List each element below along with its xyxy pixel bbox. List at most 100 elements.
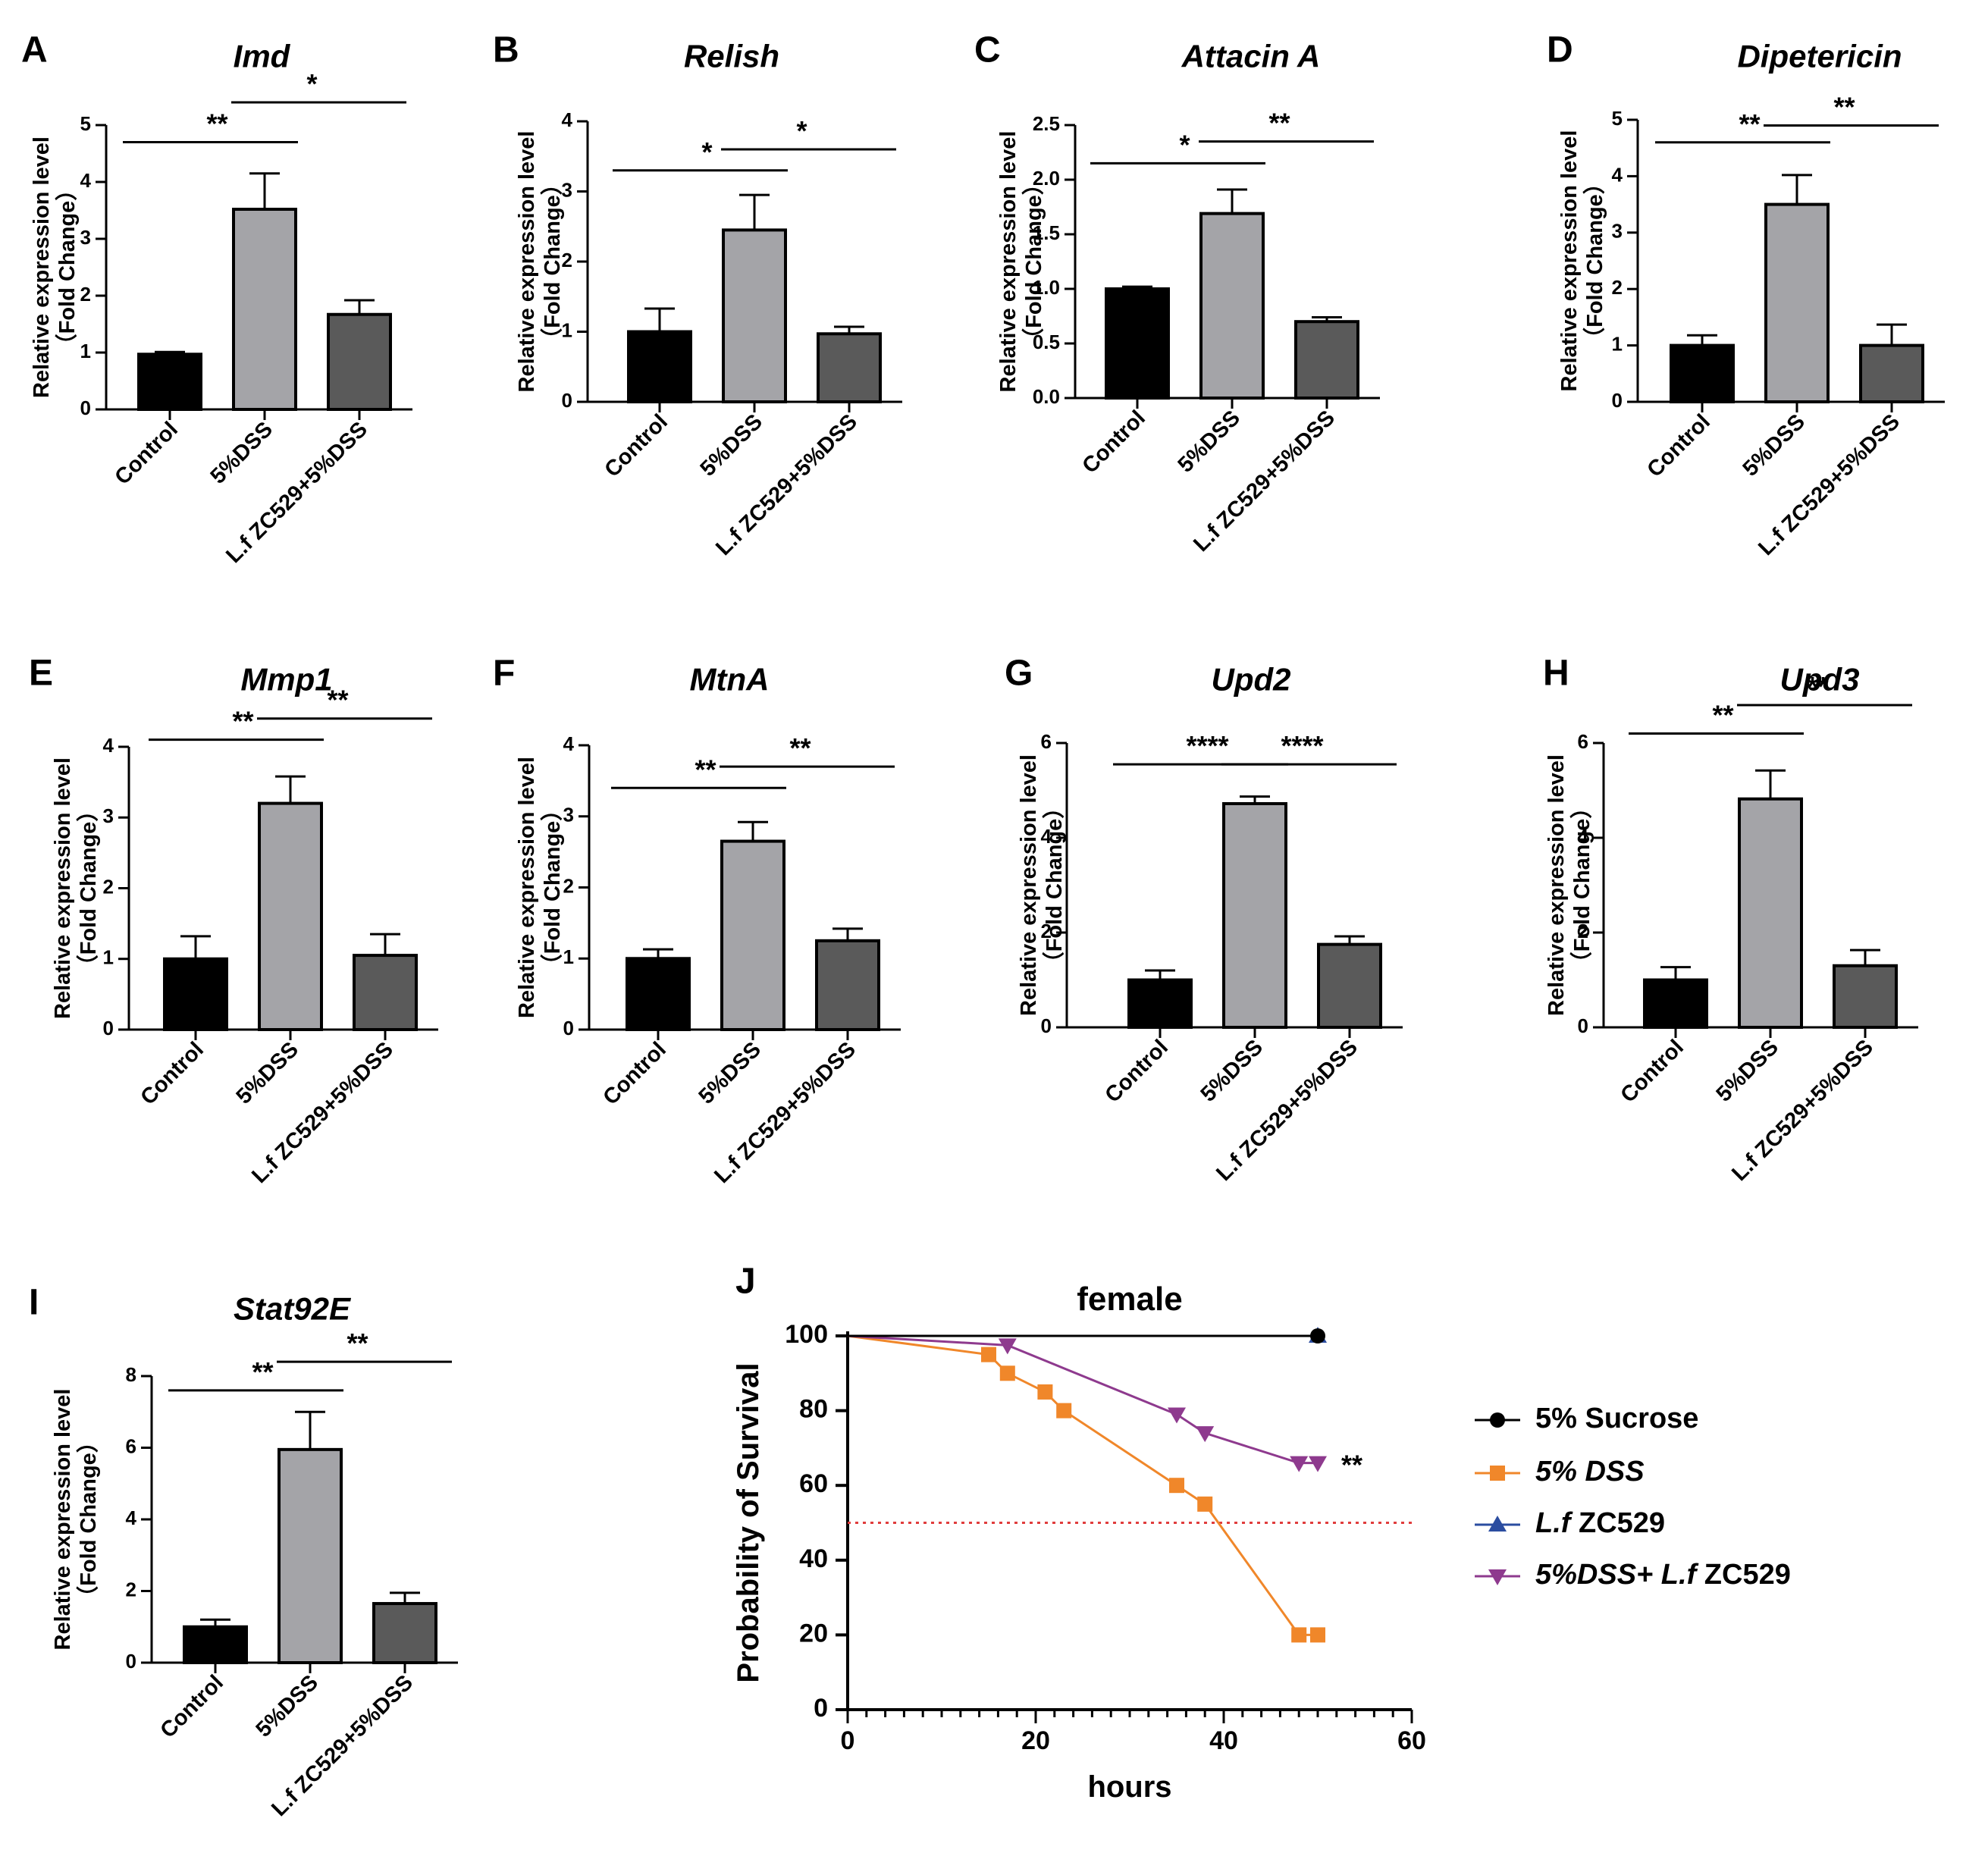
bar-control <box>627 330 692 403</box>
legend-label-italic: 5%DSS+ L.f <box>1535 1559 1699 1591</box>
panel-letter: H <box>1543 654 1569 694</box>
y-tick-label: 2.5 <box>1033 112 1060 135</box>
significance-label: ** <box>695 754 716 785</box>
y-axis-label: Relative expression level <box>996 131 1021 393</box>
y-tick-label: 8 <box>126 1363 136 1386</box>
legend-label-plain: 5% Sucrose <box>1535 1403 1698 1434</box>
series-point-lf_dss_line <box>1196 1426 1215 1443</box>
y-axis-label-units: （Fold Change） <box>55 179 80 356</box>
y-axis-label: Probability of Survival <box>732 1362 765 1682</box>
bar-lf-dss <box>372 1602 437 1665</box>
y-tick-label: 2 <box>80 283 91 306</box>
category-label-dss: 5%DSS <box>206 417 278 488</box>
y-tick-label: 0 <box>563 1017 574 1039</box>
category-label-dss: 5%DSS <box>1739 409 1810 481</box>
y-tick-label: 4 <box>562 108 573 131</box>
chart-title: Upd2 <box>1212 661 1291 697</box>
panel-c: C Attacin A Relative expression level （Fold… <box>974 30 1380 556</box>
y-axis-label: Relative expression level <box>1544 754 1569 1016</box>
bar-control <box>163 957 228 1031</box>
category-label-control: Control <box>155 1670 228 1743</box>
y-tick-label: 4 <box>563 732 575 755</box>
series-point-dss_line <box>981 1347 996 1362</box>
significance-label: * <box>306 68 317 99</box>
y-tick-label: 1 <box>563 945 574 968</box>
panel-letter: I <box>29 1283 39 1323</box>
significance-label: **** <box>1281 730 1323 761</box>
y-axis-label: Relative expression level <box>515 131 539 393</box>
significance-label: ** <box>1739 108 1760 140</box>
significance-label: * <box>701 136 712 168</box>
y-tick-label: 6 <box>126 1434 136 1457</box>
y-tick-label: 2 <box>1041 920 1052 942</box>
category-label-control: Control <box>110 417 183 490</box>
y-axis-label-units: （Fold Change） <box>1569 797 1594 974</box>
y-tick-label: 1 <box>562 318 572 341</box>
y-axis-label: Relative expression level <box>515 757 539 1018</box>
y-tick-label: 3 <box>80 226 91 249</box>
bar-dss <box>722 228 787 403</box>
panel-letter: B <box>493 30 519 71</box>
chart-title: Upd3 <box>1780 661 1860 697</box>
legend-label-lf_dss_line: 5%DSS+ L.f ZC529 <box>1535 1559 1791 1591</box>
y-tick-label: 1.0 <box>1033 276 1060 299</box>
y-tick-label: 1 <box>103 946 114 969</box>
significance-label: ** <box>1833 91 1855 122</box>
bar-control <box>1670 343 1735 404</box>
y-tick-label: 2.0 <box>1033 167 1060 190</box>
y-axis-label: Relative expression level <box>51 757 75 1019</box>
bar-lf-dss <box>1833 964 1898 1029</box>
significance-label: ** <box>206 108 227 140</box>
bar-dss <box>258 801 323 1031</box>
bar-lf-dss <box>1317 942 1382 1029</box>
y-tick-label: 4 <box>126 1506 137 1529</box>
legend-label-dss_line: 5% DSS <box>1535 1456 1645 1488</box>
series-point-lf_dss_line <box>1309 1456 1327 1472</box>
category-label-dss: 5%DSS <box>252 1670 323 1742</box>
x-axis-label: hours <box>1087 1770 1171 1804</box>
y-tick-label: 4 <box>1578 825 1589 848</box>
y-tick-label: 3 <box>103 804 114 827</box>
series-line-dss_line <box>847 1334 1318 1636</box>
x-tick-label: 60 <box>1397 1726 1426 1755</box>
category-label-control: Control <box>136 1037 209 1110</box>
significance-label: ** <box>1268 108 1290 139</box>
y-axis-label-units: （Fold Change） <box>540 799 565 977</box>
panel-letter: A <box>21 30 48 71</box>
chart-title: Relish <box>684 38 779 74</box>
series-point-dss_line <box>1056 1403 1072 1419</box>
chart-title: Stat92E <box>234 1290 352 1326</box>
panel-f: F MtnA Relative expression level （Fold Chan… <box>493 654 901 1188</box>
y-tick-label: 3 <box>563 804 574 826</box>
legend-marker-sucrose <box>1490 1412 1505 1428</box>
y-axis-label-units: （Fold Change） <box>540 173 565 350</box>
category-label-control: Control <box>1642 409 1715 482</box>
panel-letter: F <box>493 654 515 694</box>
category-label-control: Control <box>1616 1035 1689 1108</box>
bar-lf-dss <box>1294 320 1359 400</box>
y-tick-label: 80 <box>799 1395 828 1424</box>
panel-b: B Relish Relative expression level （Fold Ch… <box>493 30 902 560</box>
panel-letter: G <box>1005 654 1033 694</box>
y-tick-label: 0 <box>80 397 91 419</box>
y-tick-label: 6 <box>1041 730 1052 753</box>
series-point-lf_dss_line <box>1290 1456 1309 1472</box>
series-point-dss_line <box>1169 1478 1184 1494</box>
x-tick-label: 40 <box>1209 1726 1238 1755</box>
chart-title: Mmp1 <box>240 661 332 697</box>
legend-marker-lf_line <box>1488 1516 1507 1532</box>
chart-title: female <box>1077 1281 1182 1318</box>
legend-label-plain: ZC529 <box>1696 1559 1791 1591</box>
significance-label: ** <box>1807 671 1828 702</box>
y-tick-label: 0 <box>103 1017 114 1039</box>
significance-label: ** <box>232 706 253 737</box>
panel-letter: D <box>1547 30 1573 71</box>
y-tick-label: 4 <box>80 169 92 192</box>
series-point-dss_line <box>1037 1384 1053 1400</box>
panel-letter: C <box>974 30 1001 71</box>
legend-label-sucrose: 5% Sucrose <box>1535 1403 1698 1434</box>
y-tick-label: 0 <box>562 389 572 412</box>
y-axis-label: Relative expression level <box>1017 754 1041 1016</box>
y-axis-label: Relative expression level <box>30 136 54 398</box>
